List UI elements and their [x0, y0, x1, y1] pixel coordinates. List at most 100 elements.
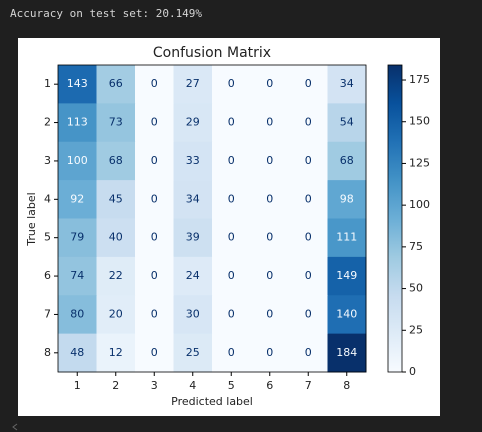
cell-label: 45: [109, 192, 123, 205]
cell: [289, 295, 328, 335]
cell: [173, 295, 213, 335]
cell: [173, 218, 213, 258]
colorbar-tick-label: 75: [409, 240, 423, 253]
cell-label: 22: [109, 269, 123, 282]
cell-label: 0: [228, 192, 235, 205]
cell: [250, 218, 290, 258]
cell: [135, 256, 174, 296]
cell-label: 184: [336, 346, 357, 359]
scroll-arrow: [12, 423, 18, 431]
cell-label: 0: [228, 307, 235, 320]
cell: [289, 103, 328, 143]
cell: [58, 295, 97, 335]
cell: [327, 103, 367, 143]
cell: [135, 218, 174, 258]
cell-label: 92: [70, 192, 84, 205]
cell-label: 0: [151, 154, 158, 167]
cell: [135, 141, 174, 181]
cell-label: 0: [228, 154, 235, 167]
cell-label: 0: [151, 307, 158, 320]
cell-label: 0: [228, 269, 235, 282]
y-tick-label: 5: [44, 231, 51, 244]
x-tick-label: 2: [112, 379, 119, 392]
cell-label: 30: [186, 307, 200, 320]
cell: [58, 180, 97, 219]
cell: [96, 218, 136, 258]
x-tick-label: 5: [228, 379, 235, 392]
cell: [327, 218, 367, 258]
cell: [58, 256, 97, 296]
cell-label: 54: [340, 116, 354, 129]
plot-frame: [57, 64, 367, 373]
cell-label: 0: [305, 154, 312, 167]
cell: [212, 256, 251, 296]
cell-label: 12: [109, 346, 123, 359]
cell: [58, 65, 97, 104]
cell-label: 33: [186, 154, 200, 167]
cell-label: 0: [305, 346, 312, 359]
cell: [58, 141, 97, 181]
cell-label: 0: [151, 77, 158, 90]
cell: [135, 295, 174, 335]
cell-label: 100: [67, 154, 88, 167]
cell: [327, 256, 367, 296]
cell-label: 34: [340, 77, 354, 90]
y-axis-label: True label: [25, 192, 38, 246]
cell: [327, 295, 367, 335]
cell-label: 24: [186, 269, 200, 282]
cell: [250, 333, 290, 373]
cell: [96, 180, 136, 219]
cell: [96, 103, 136, 143]
cell-label: 0: [305, 307, 312, 320]
cell-label: 40: [109, 231, 123, 244]
y-tick-label: 1: [44, 77, 51, 90]
cell-label: 0: [266, 269, 273, 282]
cell: [327, 141, 367, 181]
cell-label: 0: [305, 269, 312, 282]
y-tick-label: 3: [44, 154, 51, 167]
cell-label: 0: [151, 116, 158, 129]
cell: [173, 141, 213, 181]
cell: [327, 180, 367, 219]
cell-label: 68: [109, 154, 123, 167]
cell: [212, 295, 251, 335]
cell-label: 68: [340, 154, 354, 167]
cell: [212, 333, 251, 373]
cell: [135, 103, 174, 143]
y-tick-label: 6: [44, 269, 51, 282]
cell-label: 73: [109, 116, 123, 129]
x-tick-label: 1: [74, 379, 81, 392]
cell-label: 0: [266, 116, 273, 129]
colorbar-tick-label: 25: [409, 323, 423, 336]
cell: [212, 218, 251, 258]
y-tick-label: 8: [44, 346, 51, 359]
cell: [212, 103, 251, 143]
cell-label: 39: [186, 231, 200, 244]
cell-label: 0: [266, 346, 273, 359]
cell: [289, 141, 328, 181]
cell-label: 0: [305, 231, 312, 244]
cell: [135, 180, 174, 219]
cell: [250, 65, 290, 104]
cell-label: 0: [228, 231, 235, 244]
cell-label: 0: [151, 346, 158, 359]
cell: [96, 65, 136, 104]
cell: [250, 256, 290, 296]
cell: [96, 256, 136, 296]
cell: [212, 65, 251, 104]
cell: [58, 333, 97, 373]
cell-label: 0: [228, 116, 235, 129]
colorbar-tick-label: 100: [409, 198, 430, 211]
colorbar-tick-label: 125: [409, 156, 430, 169]
cell: [58, 103, 97, 143]
cell: [135, 333, 174, 373]
chart-title: Confusion Matrix: [153, 45, 271, 61]
output-text: Accuracy on test set: 20.149%: [10, 7, 203, 20]
cell-label: 0: [305, 192, 312, 205]
cell-label: 0: [266, 77, 273, 90]
cell: [135, 65, 174, 104]
cell-label: 27: [186, 77, 200, 90]
cell-label: 0: [228, 77, 235, 90]
y-tick-label: 7: [44, 307, 51, 320]
cell-label: 98: [340, 192, 354, 205]
